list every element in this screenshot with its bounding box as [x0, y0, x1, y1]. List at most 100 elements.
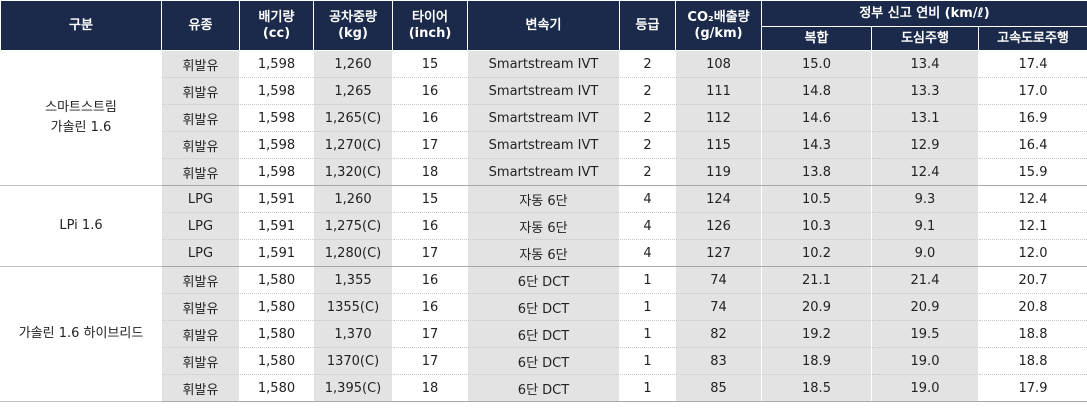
table-row: 휘발유 1,598 1,320(C) 18 Smartstream IVT 2 119 13.…: [1, 158, 1087, 186]
cell-transmission: 자동 6단: [467, 239, 620, 267]
cell-displacement: 1,598: [239, 50, 314, 78]
table-row: 가솔린 1.6 하이브리드 휘발유 1,580 1,355 16 6단 DCT 1 74 21.…: [0, 266, 1087, 402]
cell-transmission: 6단 DCT: [467, 347, 620, 375]
cell-grade: 4: [619, 239, 676, 267]
cell-grade: 2: [619, 104, 676, 132]
cell-transmission: 6단 DCT: [467, 293, 620, 321]
cell-fuel: 휘발유: [161, 293, 240, 321]
cell-highway: 12.1: [978, 212, 1087, 240]
cell-grade: 4: [619, 212, 676, 240]
cell-co2: 115: [675, 131, 762, 159]
cell-fuel: 휘발유: [161, 347, 240, 375]
table-row: 휘발유 1,598 1,265(C) 16 Smartstream IVT 2 112 14.…: [1, 104, 1087, 132]
cell-combined: 15.0: [761, 50, 872, 78]
cell-displacement: 1,591: [239, 212, 314, 240]
cell-grade: 1: [619, 374, 676, 402]
cell-fuel: LPG: [161, 239, 240, 267]
cell-transmission: 6단 DCT: [467, 374, 620, 402]
cell-grade: 2: [619, 77, 676, 105]
cell-weight: 1,395(C): [313, 374, 393, 402]
cell-highway: 17.0: [978, 77, 1087, 105]
cell-combined: 18.5: [761, 374, 872, 402]
cell-tire: 17: [392, 131, 468, 159]
cell-tire: 16: [392, 266, 468, 294]
cell-tire: 15: [392, 185, 468, 213]
cell-city: 13.4: [871, 50, 979, 78]
cell-grade: 1: [619, 320, 676, 348]
cell-tire: 16: [392, 212, 468, 240]
cell-co2: 126: [675, 212, 762, 240]
cell-displacement: 1,598: [239, 104, 314, 132]
cell-fuel: LPG: [161, 212, 240, 240]
header-division: 구분: [0, 0, 162, 51]
cell-transmission: Smartstream IVT: [467, 131, 620, 159]
cell-city: 13.1: [871, 104, 979, 132]
cell-displacement: 1,591: [239, 239, 314, 267]
cell-fuel: 휘발유: [161, 266, 240, 294]
cell-weight: 1,260: [313, 185, 393, 213]
cell-grade: 2: [619, 131, 676, 159]
cell-co2: 83: [675, 347, 762, 375]
cell-weight: 1,265(C): [313, 104, 393, 132]
cell-fuel: 휘발유: [161, 77, 240, 105]
cell-combined: 18.9: [761, 347, 872, 375]
cell-fuel: 휘발유: [161, 158, 240, 186]
header-grade: 등급: [619, 0, 676, 51]
table-row: 휘발유 1,580 1,395(C) 18 6단 DCT 1 85 18.5 19.0 17.9: [1, 374, 1087, 402]
cell-combined: 20.9: [761, 293, 872, 321]
cell-highway: 20.8: [978, 293, 1087, 321]
cell-grade: 1: [619, 347, 676, 375]
table-row: 휘발유 1,580 1,370 17 6단 DCT 1 82 19.2 19.5 18.8: [1, 320, 1087, 348]
cell-weight: 1,280(C): [313, 239, 393, 267]
cell-co2: 85: [675, 374, 762, 402]
cell-tire: 16: [392, 293, 468, 321]
cell-combined: 19.2: [761, 320, 872, 348]
cell-co2: 119: [675, 158, 762, 186]
cell-city: 12.9: [871, 131, 979, 159]
cell-fuel: 휘발유: [161, 104, 240, 132]
cell-weight: 1,275(C): [313, 212, 393, 240]
cell-combined: 14.8: [761, 77, 872, 105]
cell-highway: 15.9: [978, 158, 1087, 186]
table-row: 휘발유 1,580 1370(C) 17 6단 DCT 1 83 18.9 19.0 18.8: [1, 347, 1087, 375]
cell-city: 13.3: [871, 77, 979, 105]
cell-highway: 17.9: [978, 374, 1087, 402]
cell-weight: 1,270(C): [313, 131, 393, 159]
cell-tire: 17: [392, 320, 468, 348]
cell-transmission: Smartstream IVT: [467, 50, 620, 78]
cell-city: 9.0: [871, 239, 979, 267]
cell-grade: 4: [619, 185, 676, 213]
header-highway: 고속도로주행: [978, 26, 1087, 51]
group-label: 가솔린 1.6 하이브리드: [0, 266, 162, 402]
cell-combined: 14.3: [761, 131, 872, 159]
header-fuel: 유종: [161, 0, 240, 51]
cell-grade: 1: [619, 266, 676, 294]
cell-weight: 1,355: [313, 266, 393, 294]
cell-fuel: 휘발유: [161, 320, 240, 348]
cell-city: 12.4: [871, 158, 979, 186]
spec-table: 구분 유종 배기량 (cc) 공차중량 (kg) 타이어 (inch) 변속기 …: [0, 0, 1087, 402]
cell-city: 19.0: [871, 347, 979, 375]
cell-weight: 1370(C): [313, 347, 393, 375]
cell-tire: 17: [392, 347, 468, 375]
cell-displacement: 1,598: [239, 158, 314, 186]
header-tire: 타이어 (inch): [392, 0, 468, 51]
cell-city: 19.5: [871, 320, 979, 348]
cell-weight: 1,320(C): [313, 158, 393, 186]
cell-grade: 1: [619, 293, 676, 321]
cell-displacement: 1,598: [239, 131, 314, 159]
cell-displacement: 1,580: [239, 374, 314, 402]
cell-highway: 20.7: [978, 266, 1087, 294]
cell-co2: 74: [675, 266, 762, 294]
cell-city: 9.3: [871, 185, 979, 213]
cell-transmission: 6단 DCT: [467, 320, 620, 348]
cell-transmission: 6단 DCT: [467, 266, 620, 294]
table-row: LPi 1.6 LPG 1,591 1,260 15 자동 6단 4 124 10.5 9.3 12…: [0, 185, 1087, 267]
cell-displacement: 1,580: [239, 266, 314, 294]
cell-highway: 16.9: [978, 104, 1087, 132]
cell-displacement: 1,580: [239, 293, 314, 321]
cell-weight: 1355(C): [313, 293, 393, 321]
cell-co2: 124: [675, 185, 762, 213]
cell-displacement: 1,580: [239, 320, 314, 348]
cell-transmission: Smartstream IVT: [467, 104, 620, 132]
